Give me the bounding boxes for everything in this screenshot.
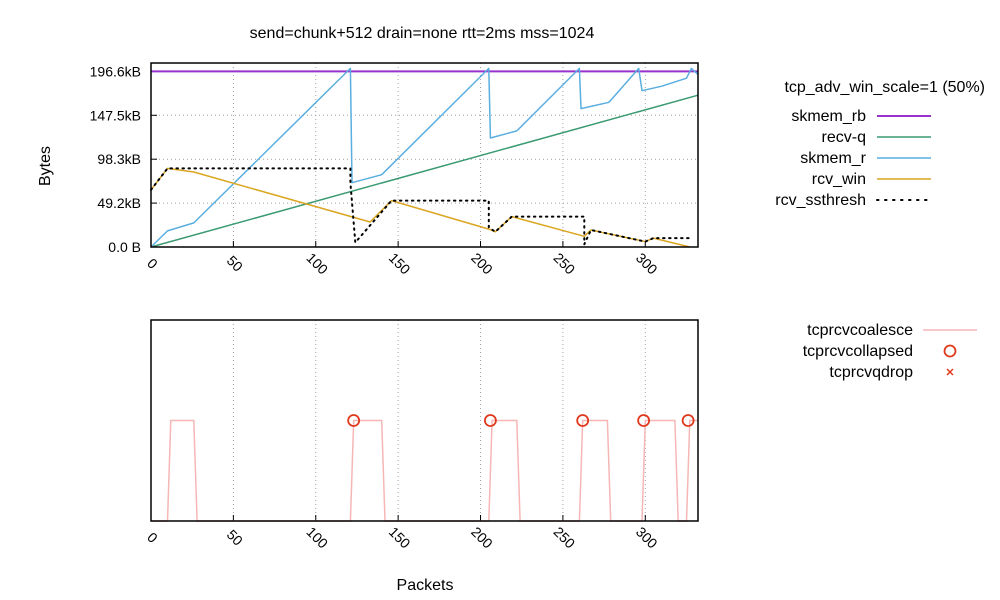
collapsed-point-marker <box>484 414 497 427</box>
legend-label-tcprcvcollapsed: tcprcvcollapsed <box>803 343 913 360</box>
top-plot-frame <box>150 62 699 248</box>
bottom-x-tick-label: 150 <box>386 524 414 552</box>
bottom-legend: tcprcvcoalesce tcprcvcollapsed tcprcvqdrop <box>803 322 977 381</box>
legend-swatch-tcprcvcollapsed <box>943 344 957 358</box>
bottom-x-tick-label: 200 <box>468 524 496 552</box>
bottom-x-tick-label: 100 <box>303 524 331 552</box>
top-y-tick-label: 0.0 B <box>108 239 141 255</box>
collapsed-point-marker <box>681 414 695 427</box>
legend-label-skmem-r: skmem_r <box>800 150 866 167</box>
top-x-tick-label: 250 <box>551 250 579 278</box>
legend-title: tcp_adv_win_scale=1 (50%) <box>784 79 985 96</box>
bottom-x-tick-label: 250 <box>551 524 579 552</box>
top-x-tick-label: 150 <box>386 250 414 278</box>
legend-label-rcv-ssthresh: rcv_ssthresh <box>775 192 866 209</box>
top-plot-panel: 0.0 B 49.2kB 98.3kB 147.5kB 196.6kB 0 50 100 15… <box>90 62 699 278</box>
bottom-plot-frame <box>150 319 699 522</box>
legend-label-skmem-rb: skmem_rb <box>791 108 866 125</box>
top-x-tick-label: 200 <box>468 250 496 278</box>
legend-label-tcprcvqdrop: tcprcvqdrop <box>829 364 913 381</box>
top-y-tick-label: 147.5kB <box>90 107 141 123</box>
bottom-x-tick-label: 0 <box>144 529 161 546</box>
chart-title: send=chunk+512 drain=none rtt=2ms mss=10… <box>250 25 595 42</box>
bottom-x-tick-label: 300 <box>633 524 661 552</box>
top-x-tick-label: 50 <box>224 252 246 274</box>
bottom-series-group <box>151 414 698 522</box>
top-x-tick-label: 100 <box>303 250 331 278</box>
series-line-rcv-ssthresh <box>150 167 691 246</box>
top-x-tick-label: 0 <box>144 255 161 272</box>
series-line-skmem-r <box>150 67 699 248</box>
x-axis-label: Packets <box>397 577 454 594</box>
top-y-tick-label: 49.2kB <box>97 195 141 211</box>
legend-label-rcv-win: rcv_win <box>812 171 866 188</box>
top-legend: tcp_adv_win_scale=1 (50%) skmem_rb recv-q… <box>775 79 985 209</box>
top-x-tick-label: 300 <box>633 250 661 278</box>
top-grid <box>151 63 698 247</box>
legend-label-recv-q: recv-q <box>822 129 866 146</box>
top-y-tick-label: 196.6kB <box>90 63 141 79</box>
top-series-group <box>150 67 699 248</box>
bottom-x-tick-label: 50 <box>224 526 246 548</box>
collapsed-point-marker <box>347 414 361 427</box>
collapsed-point-marker <box>576 414 590 427</box>
series-line-recv-q <box>150 94 699 248</box>
top-y-tick-label: 98.3kB <box>97 151 141 167</box>
top-y-ticks: 0.0 B 49.2kB 98.3kB 147.5kB 196.6kB <box>90 63 157 255</box>
legend-swatch-tcprcvqdrop <box>946 368 954 376</box>
legend-label-tcprcvcoalesce: tcprcvcoalesce <box>807 322 913 339</box>
series-line-tcprcvcoalesce <box>151 419 698 522</box>
y-axis-label: Bytes <box>37 146 54 186</box>
collapsed-point-marker <box>637 414 651 427</box>
bottom-plot-panel: 0 50 100 150 200 250 300 <box>144 319 699 552</box>
series-line-rcv-win <box>150 167 690 248</box>
